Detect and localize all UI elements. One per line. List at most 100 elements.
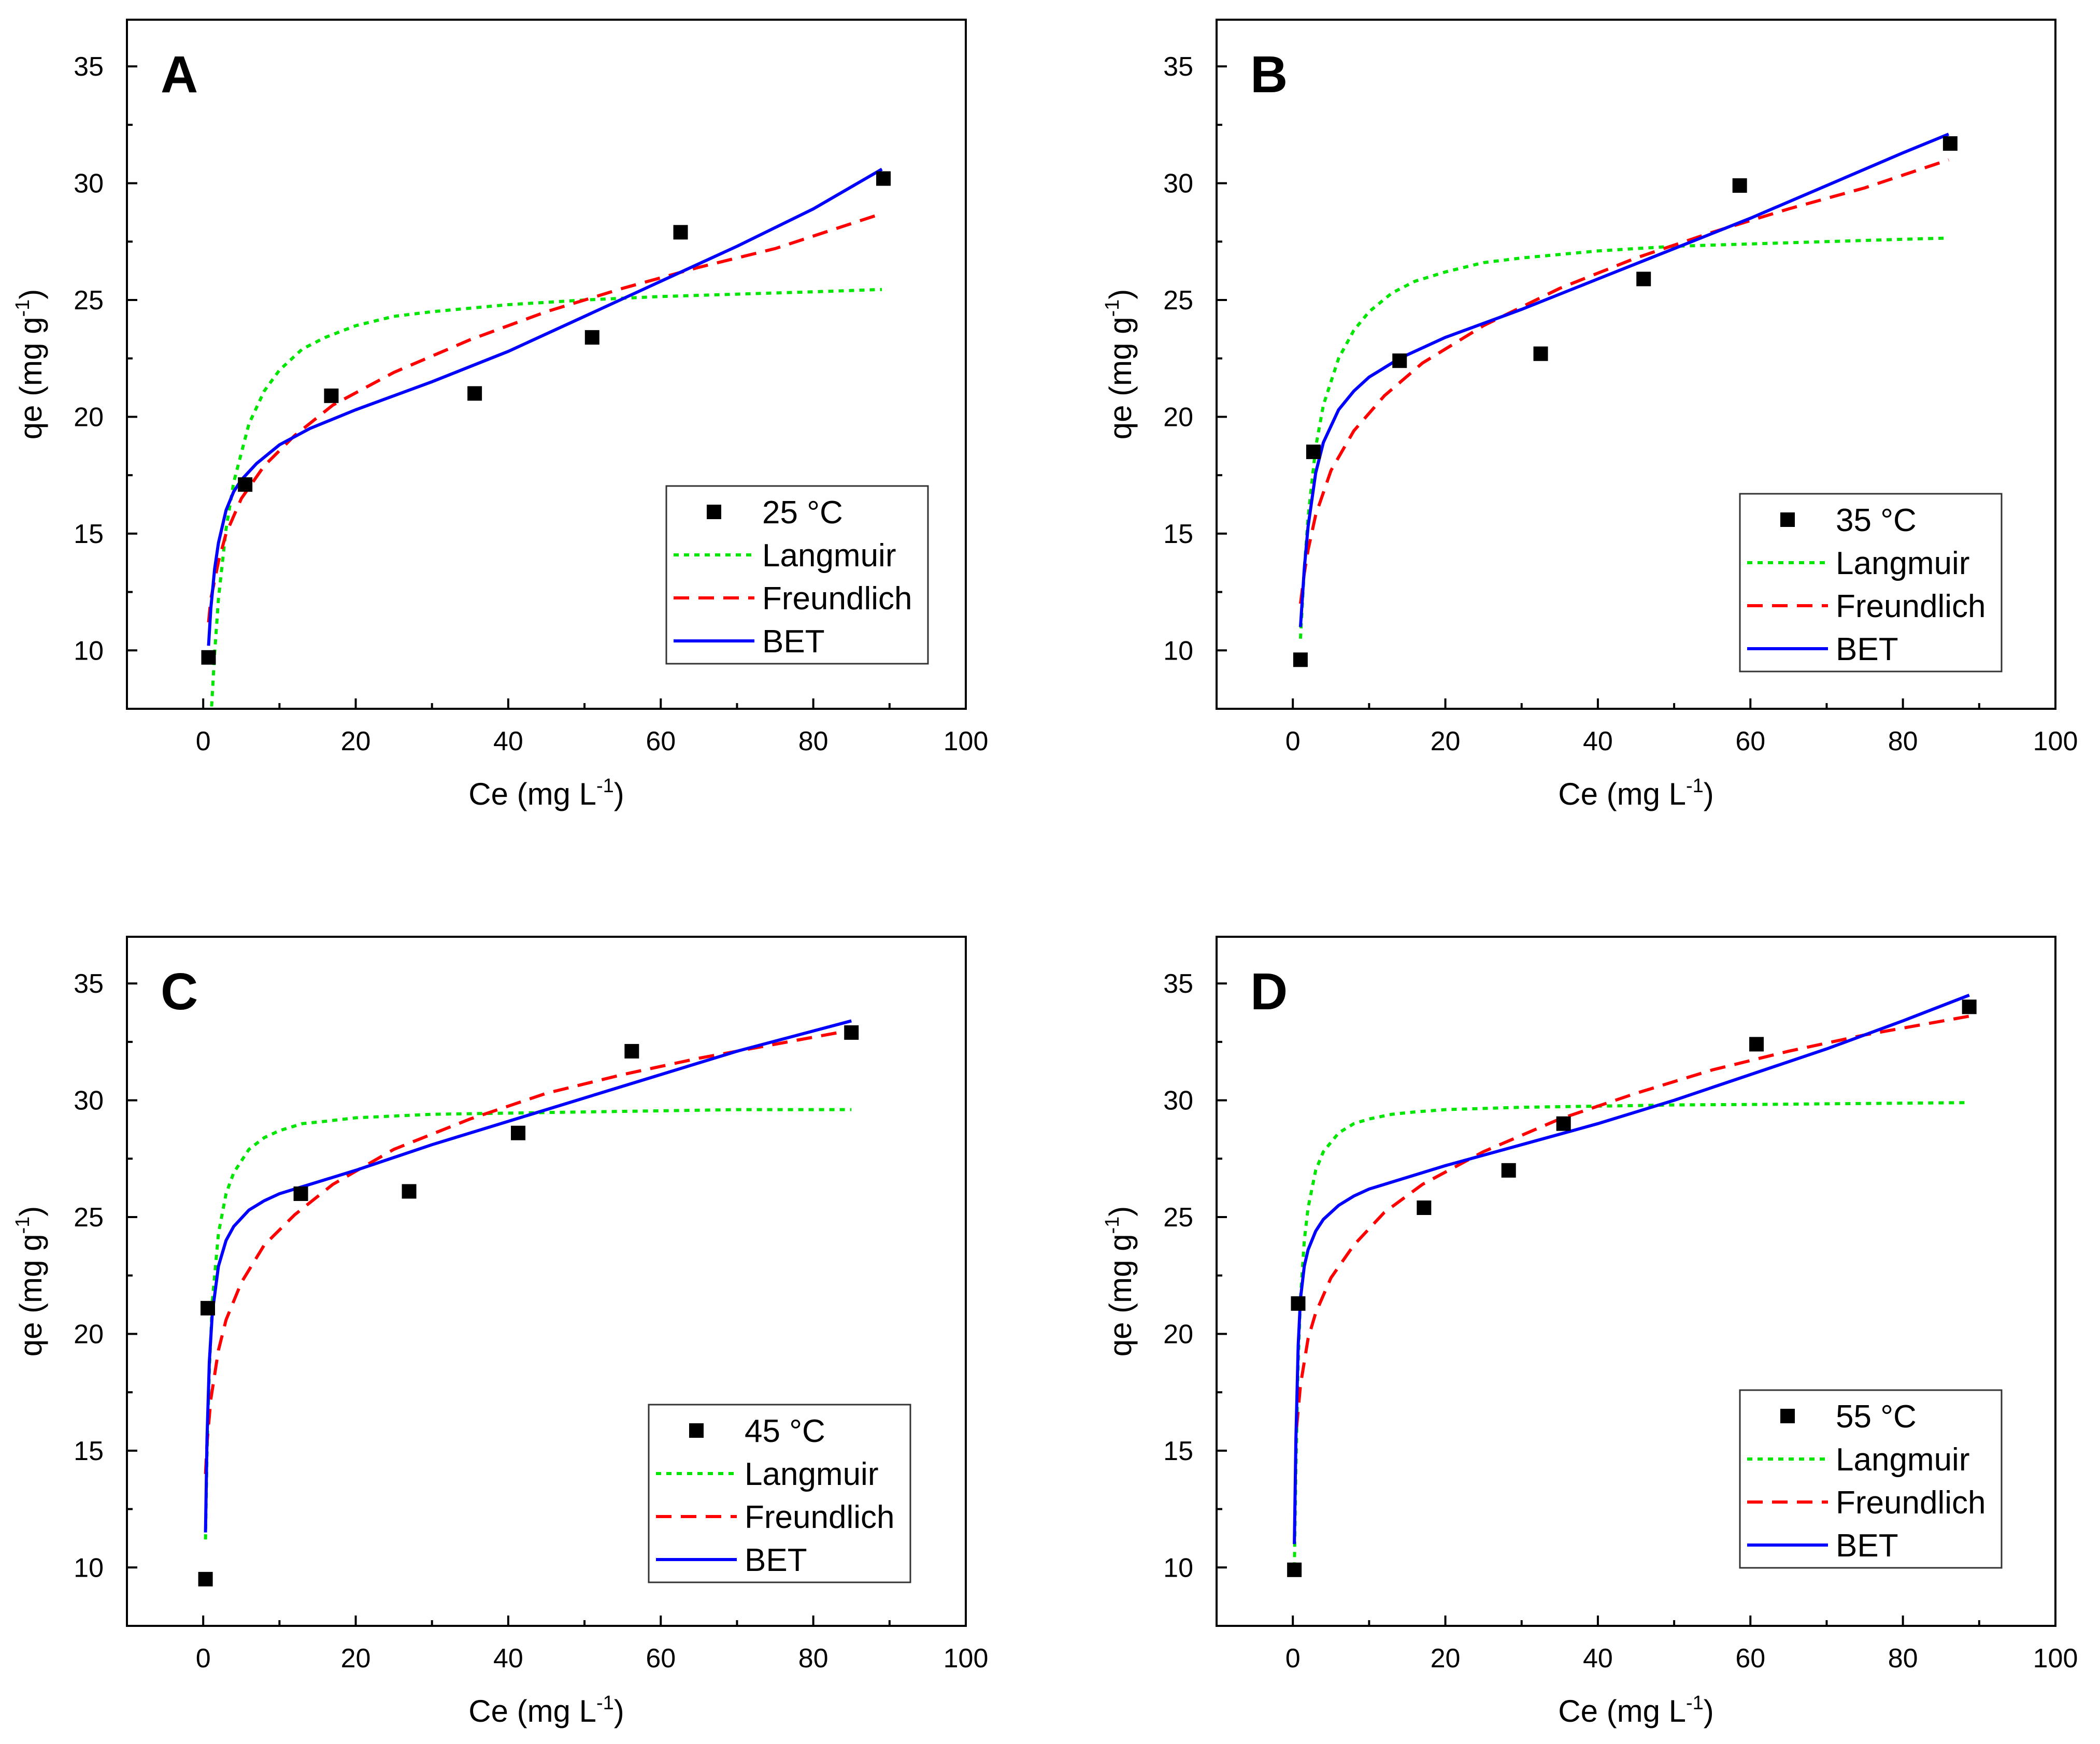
data-point [402,1184,417,1199]
legend-label: Langmuir [762,538,896,574]
series-line-bet [204,1019,852,1533]
plot-frame [1216,19,2056,710]
data-point [1417,1200,1432,1215]
x-axis-title-end: ) [614,1694,624,1728]
data-point [201,650,216,665]
y-tick-label: 35 [74,52,104,82]
legend-symbol-point [1780,1409,1795,1423]
data-point [624,1043,639,1059]
x-axis-title: Ce (mg L-1) [1558,775,1714,811]
x-axis-title-end: ) [1704,1694,1714,1728]
x-tick-label: 100 [944,726,989,756]
x-tick-label: 20 [1431,1643,1461,1674]
data-point [1749,1037,1764,1052]
y-tick-label: 20 [74,1319,104,1349]
data-point [511,1125,526,1140]
y-tick-label: 30 [74,1086,104,1116]
plot-frame [1216,936,2056,1627]
y-axis-title-end: ) [1103,1206,1138,1217]
y-tick-label: 15 [1163,1436,1193,1466]
x-tick-label: 40 [1583,1643,1613,1674]
y-axis-title-main: qe (mg g [13,317,48,440]
y-axis-title-main: qe (mg g [1103,317,1138,440]
y-axis-title-superscript: -1 [12,1217,34,1234]
y-tick-label: 25 [1163,1203,1193,1233]
y-tick-label: 10 [1163,1553,1193,1583]
data-point [876,171,891,186]
x-tick-label: 20 [1431,726,1461,756]
y-tick-label: 15 [74,519,104,549]
x-tick-label: 80 [798,1643,828,1674]
y-axis-title: qe (mg g-1) [1102,1206,1138,1357]
y-axis-title-main: qe (mg g [1103,1234,1138,1357]
x-tick-label: 100 [2033,726,2078,756]
data-point [1962,999,1977,1014]
y-axis-title-main: qe (mg g [13,1234,48,1357]
series-line-bet [1293,993,1970,1545]
x-tick-label: 0 [1285,726,1301,756]
data-point [324,388,339,403]
x-axis-title-end: ) [614,777,624,811]
panel-letter: B [1250,46,1288,104]
data-point [1287,1562,1302,1577]
y-axis-title-superscript: -1 [1102,299,1123,317]
x-tick-label: 80 [1888,1643,1918,1674]
legend-label: Langmuir [1836,546,1969,581]
y-tick-label: 20 [1163,1319,1193,1349]
x-axis-title: Ce (mg L-1) [468,1692,624,1728]
data-point [1291,1296,1306,1311]
y-axis-title-end: ) [13,289,48,299]
data-point [1293,652,1308,667]
x-axis-title-superscript: -1 [1686,1692,1704,1714]
data-point [673,225,688,240]
data-point [1533,346,1548,361]
x-axis-title-superscript: -1 [596,775,614,797]
y-tick-label: 25 [74,285,104,316]
legend-label: Freundlich [745,1499,894,1535]
panel-letter: D [1250,963,1288,1021]
legend: 55 °C Langmuir Freundlich BET [1739,1389,2003,1569]
legend-label: BET [762,624,825,660]
x-tick-label: 40 [493,1643,523,1674]
y-axis-title: qe (mg g-1) [12,289,48,440]
y-tick-label: 10 [1163,636,1193,666]
y-axis-title: qe (mg g-1) [1102,289,1138,440]
y-tick-label: 25 [74,1203,104,1233]
x-axis-title-superscript: -1 [596,1692,614,1714]
data-point [1732,178,1747,193]
series-line-freundlich [1295,1014,1970,1428]
data-point [1392,353,1407,368]
legend-label: BET [1836,1528,1898,1564]
y-axis-title: qe (mg g-1) [12,1206,48,1357]
legend-label: Langmuir [1836,1442,1969,1478]
legend-label: Freundlich [762,581,912,617]
data-point [1942,136,1958,151]
x-tick-label: 60 [1735,726,1765,756]
y-axis-title-superscript: -1 [1102,1217,1123,1234]
y-tick-label: 35 [1163,969,1193,999]
y-tick-label: 15 [1163,519,1193,549]
x-tick-label: 40 [493,726,523,756]
data-point [1306,445,1321,460]
x-axis-title-main: Ce (mg L [1558,1694,1686,1728]
y-tick-label: 10 [74,636,104,666]
y-tick-label: 30 [74,169,104,199]
series-line-freundlich [1298,158,1949,604]
legend-label: 35 °C [1836,503,1917,538]
y-tick-label: 35 [1163,52,1193,82]
legend-label: Freundlich [1836,589,1985,624]
y-tick-label: 10 [74,1553,104,1583]
y-axis-title-end: ) [13,1206,48,1217]
y-tick-label: 35 [74,969,104,999]
x-tick-label: 80 [1888,726,1918,756]
y-tick-label: 20 [74,402,104,432]
legend-symbol-point [689,1423,704,1438]
y-tick-label: 30 [1163,1086,1193,1116]
x-tick-label: 0 [1285,1643,1301,1674]
legend-label: 55 °C [1836,1399,1917,1435]
panel-letter: A [161,46,198,104]
x-tick-label: 20 [341,1643,371,1674]
